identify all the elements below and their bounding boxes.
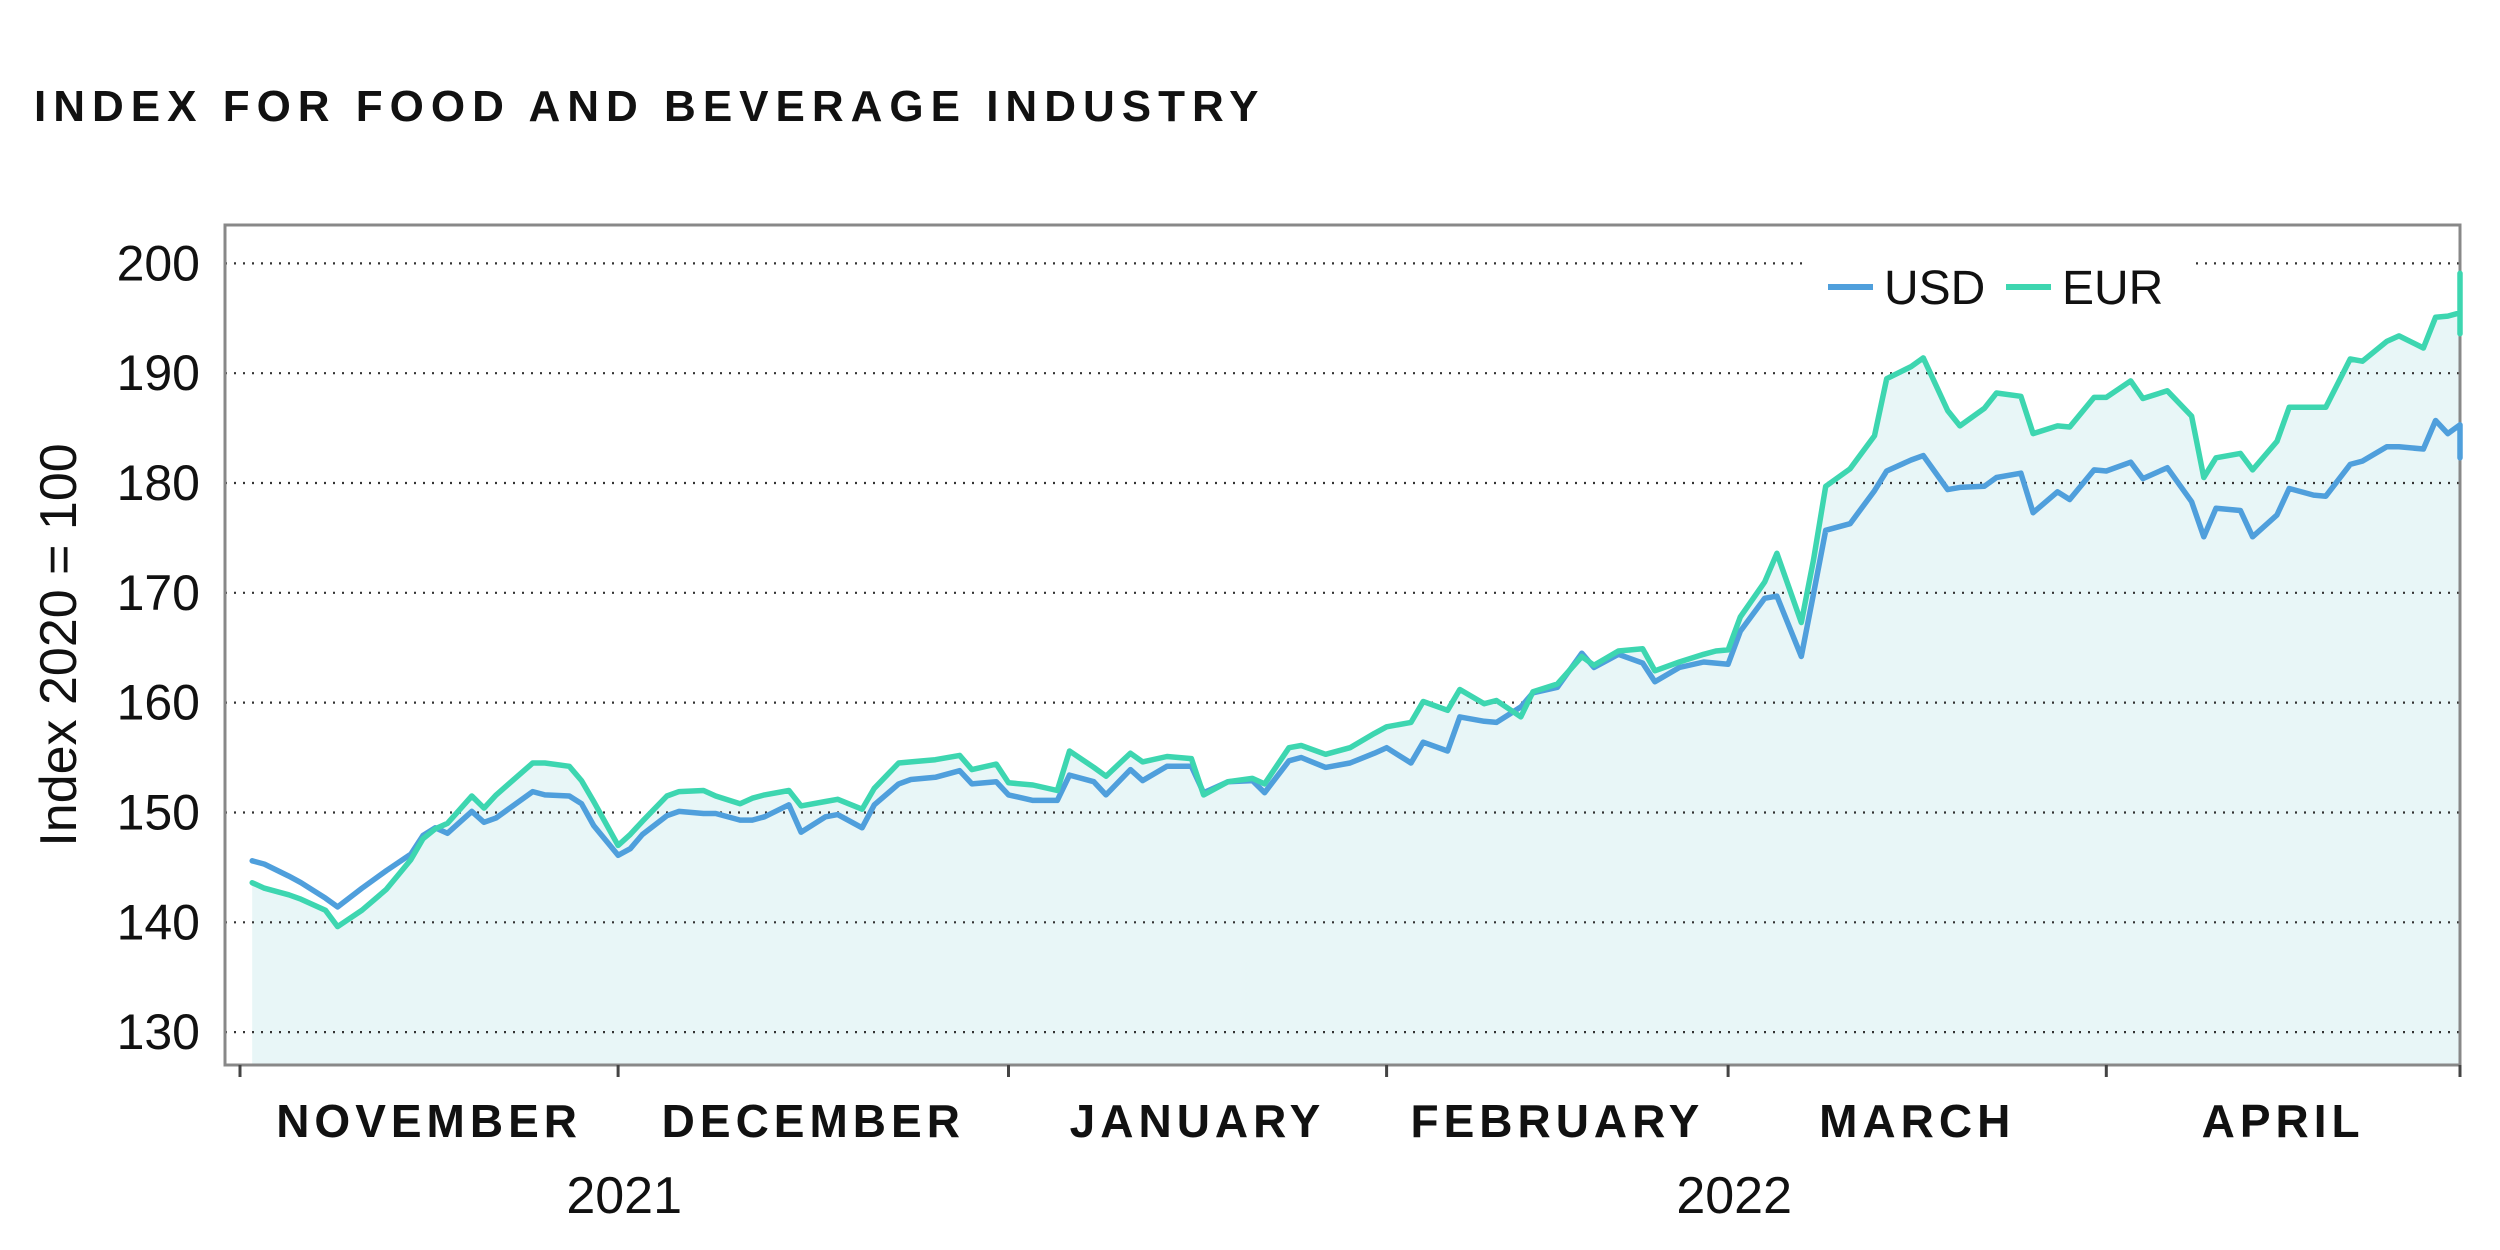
legend-label-eur: EUR — [2062, 262, 2163, 315]
y-tick-label: 140 — [117, 894, 200, 950]
plot-frame — [223, 223, 2462, 1067]
y-tick-label: 130 — [117, 1004, 200, 1060]
year-label: 2021 — [566, 1167, 682, 1225]
month-label: JANUARY — [1070, 1095, 1326, 1147]
y-tick-label: 170 — [117, 565, 200, 621]
month-label: DECEMBER — [662, 1095, 965, 1147]
y-tick-label: 190 — [117, 345, 200, 401]
month-label: FEBRUARY — [1410, 1095, 1704, 1147]
series-line-usd — [249, 417, 2463, 910]
y-tick-label: 150 — [117, 785, 200, 841]
legend: USD EUR — [1808, 250, 2193, 322]
legend-label-usd: USD — [1884, 262, 1985, 315]
month-label: MARCH — [1819, 1095, 2015, 1147]
month-label: NOVEMBER — [276, 1095, 582, 1147]
y-tick-label: 160 — [117, 675, 200, 731]
year-label: 2022 — [1676, 1167, 1792, 1225]
area-layer — [252, 273, 2461, 1065]
chart-title: INDEX FOR FOOD AND BEVERAGE INDUSTRY — [34, 82, 1266, 131]
month-label: APRIL — [2202, 1095, 2365, 1147]
series-layer — [249, 270, 2463, 930]
grid-layer — [225, 262, 2460, 1034]
y-tick-label: 180 — [117, 455, 200, 511]
y-tick-label: 200 — [117, 235, 200, 291]
series-line-eur — [249, 270, 2463, 930]
axis-layer: 130 140 150 160 170 180 190 200 NOVEMBER DECEMBER… — [117, 223, 2462, 1225]
y-axis-title: Index 2020 = 100 — [30, 443, 88, 846]
area-fill — [252, 273, 2461, 1065]
